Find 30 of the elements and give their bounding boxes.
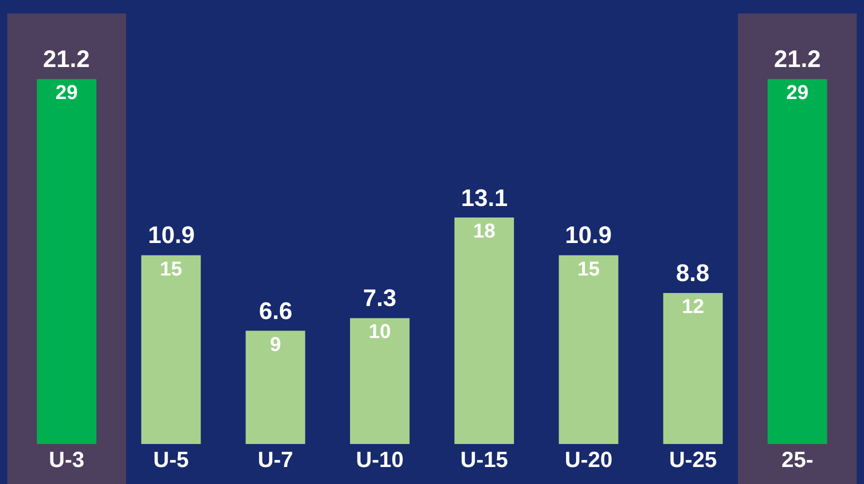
data-label: 29 xyxy=(786,82,808,104)
annotation: 8.8 xyxy=(676,260,710,287)
annotation: 6.6 xyxy=(259,298,292,325)
annotation: 10.9 xyxy=(148,222,195,249)
annotation: 10.9 xyxy=(565,222,612,249)
x-tick-label: U-25 xyxy=(669,447,717,472)
annotation: 21.2 xyxy=(43,46,90,73)
data-label: 15 xyxy=(160,258,182,280)
x-tick-label: U-20 xyxy=(564,447,612,472)
x-tick-label: U-7 xyxy=(258,447,294,472)
bar xyxy=(246,330,306,444)
data-label: 9 xyxy=(270,334,281,356)
x-tick-label: U-3 xyxy=(48,447,84,472)
data-label: 10 xyxy=(368,321,391,344)
bar xyxy=(454,218,514,444)
x-tick-label: U-15 xyxy=(460,447,508,472)
data-label: 29 xyxy=(56,82,78,104)
bar xyxy=(350,318,410,444)
x-tick-label: 25- xyxy=(781,447,814,472)
x-tick-label: U-5 xyxy=(153,447,189,472)
annotation: 13.1 xyxy=(461,185,508,212)
bar xyxy=(141,255,201,444)
data-label: 15 xyxy=(577,258,600,280)
data-label: 18 xyxy=(473,220,496,242)
x-tick-label: U-10 xyxy=(356,447,404,472)
annotation: 7.3 xyxy=(363,285,396,312)
annotation: 21.2 xyxy=(774,46,821,73)
data-label: 12 xyxy=(682,296,704,318)
bar xyxy=(558,255,618,444)
bar xyxy=(663,293,723,444)
